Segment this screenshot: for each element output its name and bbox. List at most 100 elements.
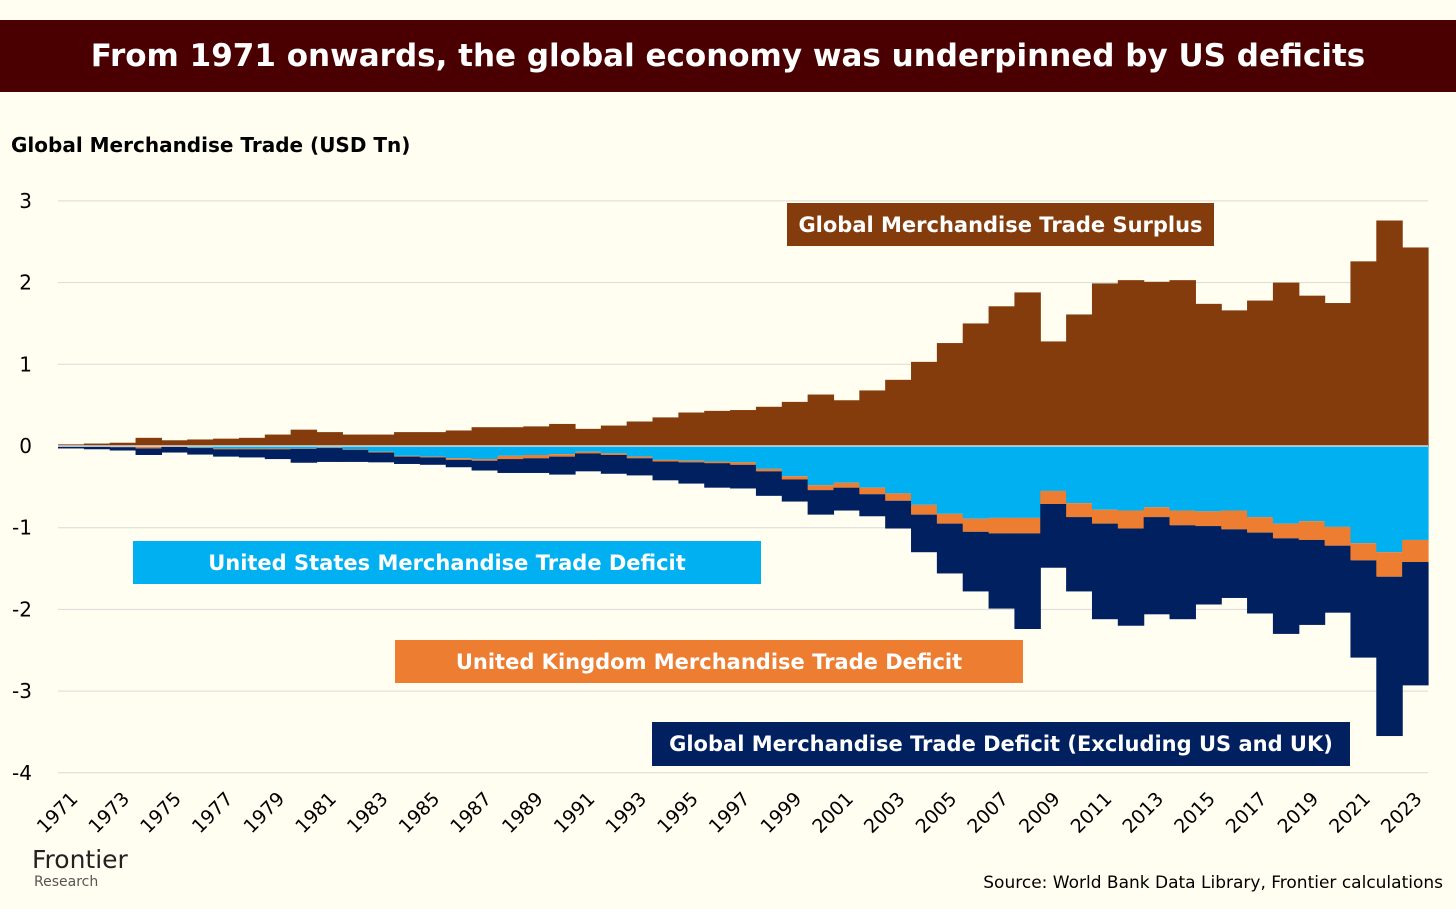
bar-us-deficit	[497, 446, 524, 456]
x-tick-label: 1993	[601, 788, 651, 838]
bar-rest-deficit	[419, 457, 447, 465]
bar-us-deficit	[1014, 446, 1041, 518]
bar-uk-deficit	[1066, 503, 1093, 518]
y-tick-label: -3	[12, 679, 32, 703]
bar-us-deficit	[652, 446, 679, 460]
bar-uk-deficit	[704, 461, 731, 464]
bar-us-deficit	[1169, 446, 1196, 511]
x-tick-label: 1985	[395, 788, 445, 838]
bar-rest-deficit	[187, 448, 214, 455]
bar-us-deficit	[1272, 446, 1300, 524]
bar-us-deficit	[755, 446, 783, 469]
bar-surplus	[1221, 310, 1248, 446]
bar-surplus	[394, 432, 421, 446]
bar-uk-deficit	[1298, 521, 1326, 540]
y-tick-label: -2	[12, 597, 32, 621]
bar-surplus	[600, 425, 628, 446]
bar-rest-deficit	[1350, 560, 1377, 658]
x-tick-label: 1979	[240, 788, 290, 838]
bar-surplus	[549, 423, 576, 446]
bar-rest-deficit	[936, 523, 964, 574]
bar-uk-deficit	[652, 459, 679, 462]
bar-surplus	[911, 361, 938, 446]
bar-rest-deficit	[213, 449, 240, 457]
bar-rest-deficit	[1402, 562, 1429, 686]
y-tick-label: 1	[19, 352, 32, 376]
bar-rest-deficit	[264, 449, 292, 460]
bar-uk-deficit	[574, 451, 602, 454]
bar-surplus	[1350, 261, 1377, 446]
bar-surplus	[1376, 220, 1403, 446]
bar-rest-deficit	[911, 514, 938, 553]
bar-uk-deficit	[833, 482, 860, 488]
bar-us-deficit	[626, 446, 654, 457]
bar-us-deficit	[290, 446, 318, 449]
bar-surplus	[290, 429, 318, 446]
bar-rest-deficit	[1143, 517, 1171, 615]
bar-surplus	[1298, 295, 1326, 446]
chart-title: From 1971 onwards, the global economy wa…	[0, 20, 1456, 92]
bar-us-deficit	[678, 446, 705, 461]
bar-us-deficit	[936, 446, 964, 514]
bar-rest-deficit	[626, 458, 654, 476]
bar-us-deficit	[1247, 446, 1274, 518]
x-tick-label: 1971	[33, 788, 83, 838]
bar-surplus	[1169, 280, 1196, 446]
bar-rest-deficit	[988, 533, 1016, 609]
y-tick-label: -4	[12, 761, 32, 785]
bar-uk-deficit	[885, 493, 912, 501]
x-tick-label: 1981	[291, 788, 341, 838]
bar-rest-deficit	[1091, 523, 1119, 620]
bar-rest-deficit	[1324, 545, 1352, 613]
bar-uk-deficit	[445, 458, 473, 460]
bar-uk-deficit	[678, 460, 705, 463]
bar-us-deficit	[1040, 446, 1067, 491]
bar-rest-deficit	[1014, 533, 1041, 630]
bar-uk-deficit	[1117, 510, 1145, 529]
bar-us-deficit	[419, 446, 447, 457]
bar-rest-deficit	[1247, 532, 1274, 614]
bar-uk-deficit	[264, 448, 292, 450]
bar-us-deficit	[807, 446, 835, 486]
bar-rest-deficit	[962, 531, 990, 592]
bar-uk-deficit	[600, 453, 628, 455]
bar-rest-deficit	[807, 490, 835, 515]
bar-rest-deficit	[549, 456, 576, 475]
bar-uk-deficit	[807, 485, 835, 491]
bar-surplus	[885, 379, 912, 446]
bar-uk-deficit	[1376, 552, 1403, 577]
x-tick-label: 2011	[1067, 788, 1117, 838]
logo-subtext: Research	[34, 874, 99, 890]
bar-uk-deficit	[1221, 510, 1248, 530]
bar-us-deficit	[1350, 446, 1377, 544]
x-tick-label: 1975	[136, 788, 186, 838]
bar-surplus	[58, 444, 85, 446]
bar-rest-deficit	[445, 459, 473, 468]
x-tick-label: 2013	[1118, 788, 1168, 838]
bar-us-deficit	[316, 446, 343, 448]
bar-surplus	[962, 323, 990, 446]
bar-uk-deficit	[911, 504, 938, 515]
bar-surplus	[1324, 303, 1352, 446]
bar-surplus	[988, 306, 1016, 446]
bar-surplus	[1091, 283, 1119, 446]
bar-us-deficit	[911, 446, 938, 505]
bar-surplus	[755, 406, 783, 446]
bar-surplus	[213, 438, 240, 446]
bar-uk-deficit	[626, 456, 654, 459]
bar-uk-deficit	[1040, 490, 1067, 505]
x-tick-label: 1989	[498, 788, 548, 838]
y-tick-label: -1	[12, 516, 32, 540]
source-note: Source: World Bank Data Library, Frontie…	[983, 873, 1443, 893]
bar-rest-deficit	[83, 446, 111, 450]
bar-rest-deficit	[574, 453, 602, 472]
bar-surplus	[1402, 247, 1429, 446]
bar-surplus	[109, 442, 137, 446]
bar-us-deficit	[859, 446, 886, 488]
bar-us-deficit	[885, 446, 912, 494]
bar-surplus	[316, 432, 343, 446]
bar-surplus	[419, 432, 447, 446]
x-tick-label: 2001	[808, 788, 858, 838]
y-tick-label: 3	[19, 189, 32, 213]
logo-text: Frontier	[32, 845, 128, 874]
